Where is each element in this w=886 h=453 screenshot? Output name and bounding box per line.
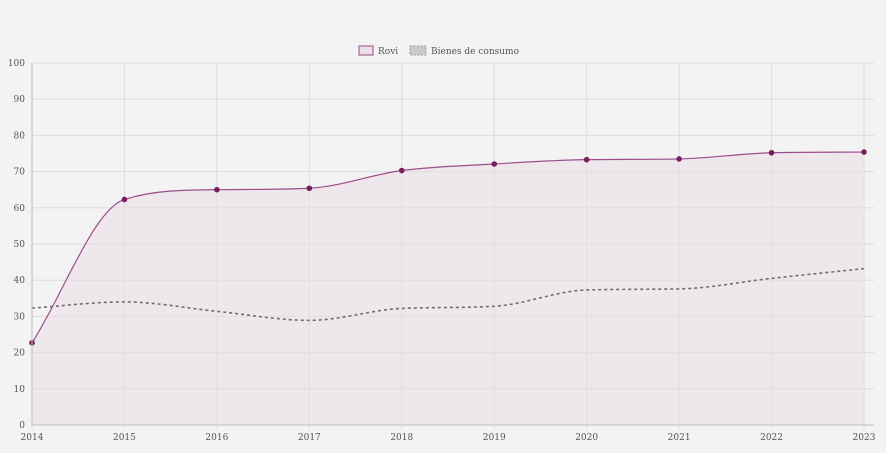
x-tick-label: 2020 (575, 433, 598, 443)
legend-label-bienes-de-consumo: Bienes de consumo (431, 47, 519, 57)
rovi-point (214, 186, 220, 193)
y-tick-label: 70 (14, 168, 26, 178)
rovi-point (676, 156, 682, 162)
rovi-point (306, 185, 313, 192)
y-tick-label: 90 (14, 95, 26, 105)
series-lines (31, 151, 865, 344)
legend-swatch-rovi (358, 45, 374, 56)
rovi-point (398, 167, 405, 174)
rovi-point (121, 196, 128, 203)
x-tick-label: 2016 (205, 433, 228, 443)
rovi-point (861, 149, 867, 155)
legend-label-rovi: Rovi (378, 47, 398, 57)
rovi-area (32, 152, 864, 425)
y-tick-label: 80 (14, 131, 26, 141)
x-tick-label: 2021 (668, 433, 691, 443)
x-tick-label: 2015 (113, 433, 136, 443)
y-tick-label: 100 (8, 59, 25, 69)
x-tick-label: 2022 (760, 433, 783, 443)
y-tick-label: 20 (14, 349, 26, 359)
rovi-line (31, 151, 865, 344)
y-tick-label: 0 (19, 421, 25, 431)
legend-swatch-bienes-de-consumo (409, 45, 427, 56)
x-tick-label: 2019 (483, 433, 506, 443)
rovi-point (491, 161, 498, 167)
rovi-point (768, 149, 775, 156)
x-tick-label: 2014 (21, 433, 44, 443)
bienes-de-consumo-line (31, 267, 865, 322)
x-tick-label: 2017 (298, 433, 321, 443)
area-fills (32, 152, 864, 425)
y-tick-label: 40 (14, 276, 26, 286)
y-tick-label: 50 (14, 240, 26, 250)
y-tick-label: 30 (14, 312, 26, 322)
rovi-point (583, 156, 590, 163)
y-tick-label: 10 (14, 385, 26, 395)
x-tick-label: 2023 (853, 433, 876, 443)
axes: 0 10 20 30 40 50 60 70 80 90 100 2014 2015 2016 2017 20… (8, 59, 876, 443)
legend[interactable]: Rovi Bienes de consumo (358, 45, 519, 57)
x-tick-label: 2018 (390, 433, 413, 443)
y-tick-label: 60 (14, 204, 26, 214)
